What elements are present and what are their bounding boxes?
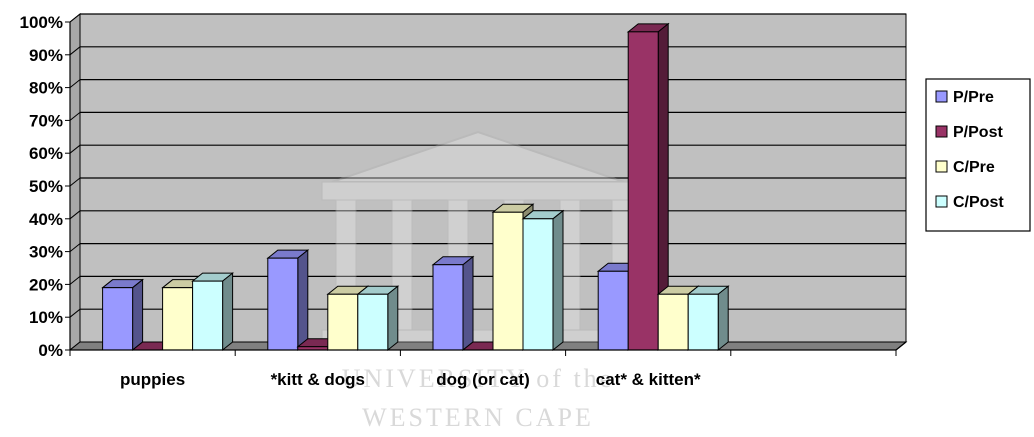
- gridline-side: [69, 144, 81, 154]
- x-axis: puppies *kitt & dogs dog (or cat) cat* & ki…: [69, 341, 907, 389]
- bar: [431, 255, 475, 352]
- y-tick-label: 20%: [29, 275, 63, 294]
- bar-front: [432, 264, 464, 351]
- bar-front: [102, 287, 134, 351]
- legend-item: P/Post: [935, 124, 1003, 141]
- legend-swatch: [935, 90, 948, 103]
- gridline-side: [69, 46, 81, 56]
- legend-swatch: [935, 125, 948, 138]
- legend-swatch: [935, 160, 948, 173]
- bar-front: [192, 280, 224, 351]
- legend-label: P/Pre: [953, 89, 994, 106]
- bar-front: [357, 293, 389, 351]
- bar-side: [717, 285, 729, 352]
- bar-front: [267, 257, 299, 351]
- bar-front: [687, 293, 719, 351]
- watermark-line-2: WESTERN CAPE: [362, 403, 594, 432]
- bar-side: [222, 272, 234, 352]
- gridline-side: [69, 112, 81, 121]
- bar: [626, 22, 670, 352]
- bar: [356, 285, 400, 352]
- legend-item: P/Pre: [935, 89, 994, 106]
- y-tick-label: 70%: [29, 111, 63, 130]
- y-tick-label: 60%: [29, 144, 63, 163]
- y-tick-label: 30%: [29, 243, 63, 262]
- gridline-side: [69, 243, 81, 252]
- gridline-side: [69, 79, 81, 88]
- bar: [686, 285, 730, 352]
- legend: P/Pre P/Post C/Pre C/Post: [925, 78, 1031, 232]
- bar-front: [597, 270, 629, 351]
- legend-item: C/Pre: [935, 159, 995, 176]
- bar-side: [297, 249, 309, 352]
- x-axis-end: [895, 341, 907, 351]
- gridline-side: [69, 177, 81, 187]
- y-tick-label: 90%: [29, 46, 63, 65]
- y-tick-label: 10%: [29, 308, 63, 327]
- bar-side: [387, 285, 399, 352]
- gridline-side: [69, 308, 81, 318]
- bar-front: [492, 211, 524, 351]
- legend-label: C/Post: [953, 194, 1004, 211]
- legend-label: P/Post: [953, 124, 1003, 141]
- bar-front: [627, 31, 659, 351]
- x-tick-label: *kitt & dogs: [271, 370, 365, 389]
- x-tick-label: puppies: [120, 370, 185, 389]
- x-tick-label: dog (or cat): [436, 370, 530, 389]
- bar-series: [101, 22, 730, 352]
- legend-swatch: [935, 195, 948, 208]
- bar-side: [462, 255, 474, 352]
- y-tick-label: 50%: [29, 177, 63, 196]
- bar-front: [522, 218, 554, 351]
- bar: [191, 272, 235, 352]
- bar-front: [327, 293, 359, 351]
- y-axis: 0% 10% 20% 30% 40% 50% 60% 70% 80% 90% 100%: [20, 13, 71, 360]
- bar-side: [552, 209, 564, 352]
- legend-label: C/Pre: [953, 159, 995, 176]
- gridline-side: [69, 276, 81, 285]
- y-tick-label: 80%: [29, 79, 63, 98]
- y-tick-label: 0%: [38, 341, 63, 360]
- bar: [521, 209, 565, 352]
- gridline-side: [69, 13, 81, 23]
- legend-item: C/Post: [935, 194, 1004, 211]
- bar-front: [657, 293, 689, 351]
- bar: [266, 249, 310, 352]
- bar: [101, 278, 145, 352]
- watermark-line-1: UNIVERSITY of the: [342, 364, 614, 393]
- gridline-side: [69, 210, 81, 220]
- y-tick-label: 40%: [29, 210, 63, 229]
- y-tick-label: 100%: [20, 13, 63, 32]
- bar-side: [132, 278, 144, 352]
- x-tick-label: cat* & kitten*: [596, 370, 701, 389]
- bar-front: [162, 287, 194, 351]
